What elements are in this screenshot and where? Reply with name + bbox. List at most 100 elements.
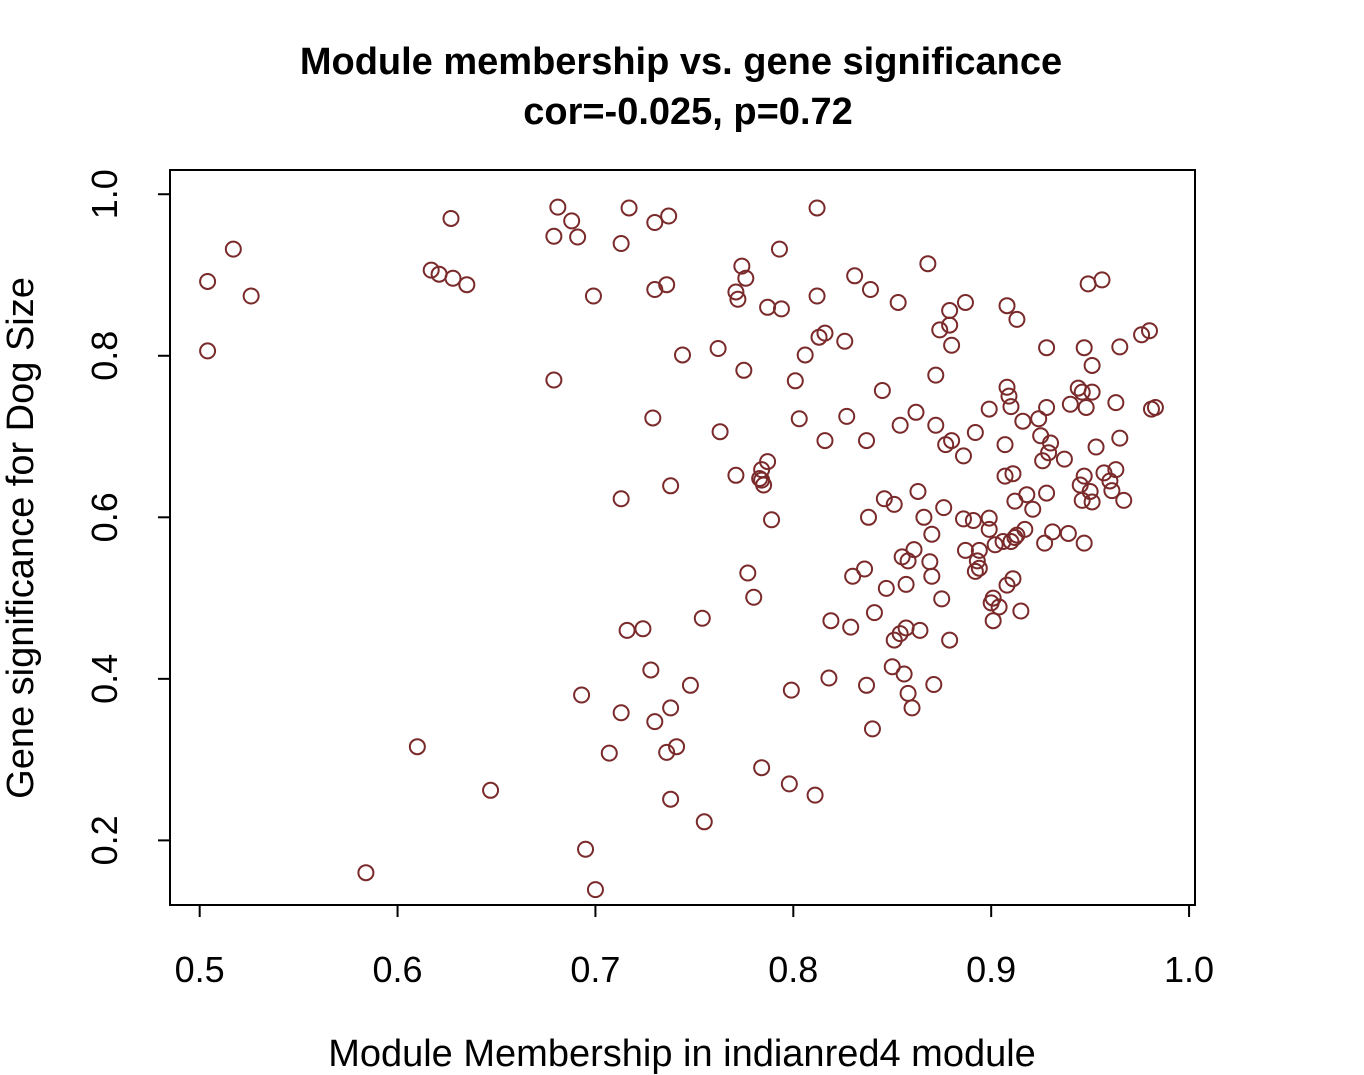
data-point [600,744,618,762]
data-point [422,261,440,279]
data-point [861,281,879,299]
data-point [980,520,998,538]
data-point [808,199,826,217]
data-point [903,699,921,717]
data-point [442,209,460,227]
data-point [943,336,961,354]
data-point [1075,339,1093,357]
data-point [1079,275,1097,293]
data-point [739,564,757,582]
data-point [964,512,982,530]
data-point [662,477,680,495]
data-point [612,235,630,252]
data-point [662,790,680,808]
data-point [1059,524,1077,542]
data-point [911,621,929,639]
data-point [984,589,1002,607]
data-point [899,684,917,702]
data-point [816,324,834,342]
data-point [458,276,476,294]
data-point [482,781,500,799]
data-point [1000,387,1018,405]
data-point [735,361,753,379]
data-point [919,255,937,273]
data-point [889,293,907,311]
data-point [925,676,943,693]
data-point [772,300,790,318]
data-point [1008,310,1026,328]
data-point [885,631,903,649]
data-point [755,476,773,494]
data-point [891,625,909,643]
data-point [408,738,426,756]
data-point [956,293,974,311]
data-point [1004,570,1022,588]
data-point [808,287,826,305]
data-point [933,590,951,608]
data-point [966,562,984,580]
data-point [921,553,939,571]
data-point [1140,322,1158,340]
data-point [806,786,824,804]
data-point [658,276,676,294]
data-point [923,525,941,543]
data-point [681,676,699,694]
data-point [242,287,260,305]
data-point [753,759,771,777]
data-point [915,508,933,526]
data-point [897,575,915,593]
data-point [1036,534,1054,552]
data-point [846,267,864,285]
data-point [444,269,462,287]
x-tick-label: 1.0 [1164,949,1214,990]
data-point [1111,338,1129,356]
chart-subtitle: cor=-0.025, p=0.72 [523,91,853,133]
data-point [709,340,727,357]
data-point [1107,461,1125,479]
data-point [954,447,972,465]
data-point [770,240,788,258]
y-tick-label: 1.0 [84,169,125,219]
x-tick-label: 0.8 [768,949,818,990]
data-point [1093,271,1111,289]
data-point [909,482,927,500]
data-point [905,541,923,559]
data-points [199,198,1164,899]
data-point [970,541,988,559]
data-point [199,342,217,360]
data-point [644,409,662,427]
data-point [1083,493,1101,511]
y-tick-label: 0.8 [84,331,125,381]
data-point [956,541,974,559]
data-point [711,423,729,441]
data-point [1044,523,1062,541]
data-point [907,403,925,421]
data-point [695,813,713,831]
data-point [927,366,945,384]
x-tick-label: 0.5 [175,949,225,990]
data-point [891,416,909,434]
data-point [875,490,893,508]
data-point [954,510,972,528]
y-tick-label: 0.4 [84,654,125,704]
data-point [1087,438,1105,456]
data-point [1012,602,1030,620]
data-point [990,598,1008,616]
data-point [357,864,375,882]
data-point [842,618,860,636]
data-point [573,686,591,704]
data-point [1055,450,1073,468]
data-point [662,699,680,717]
data-point [822,612,840,630]
data-point [1083,383,1101,401]
data-point [836,332,854,350]
data-point [873,382,891,399]
data-point [863,720,881,738]
data-point [612,704,630,722]
data-point [733,257,751,275]
data-point [763,511,781,529]
data-point [856,560,874,578]
data-point [1077,398,1095,416]
data-point [1038,339,1056,357]
data-point [1042,434,1060,452]
